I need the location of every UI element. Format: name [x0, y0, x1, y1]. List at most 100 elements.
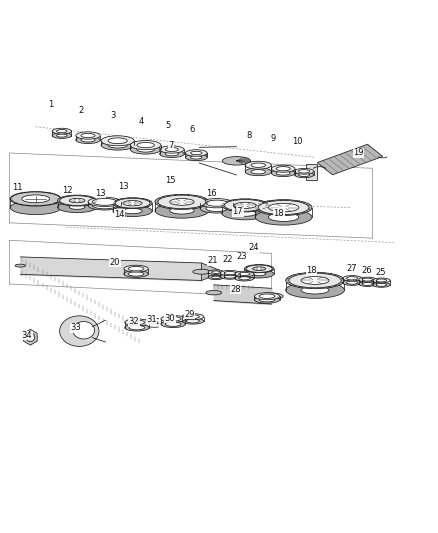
Ellipse shape — [131, 141, 161, 150]
Text: 18: 18 — [306, 266, 317, 276]
Text: 20: 20 — [110, 257, 120, 266]
Ellipse shape — [165, 317, 181, 321]
Ellipse shape — [76, 132, 100, 139]
Circle shape — [312, 272, 318, 278]
Ellipse shape — [212, 271, 220, 273]
Ellipse shape — [245, 161, 272, 169]
Circle shape — [281, 210, 286, 215]
Text: 13: 13 — [118, 182, 128, 191]
Text: 17: 17 — [233, 207, 243, 216]
Ellipse shape — [272, 169, 295, 176]
Ellipse shape — [289, 273, 341, 288]
Ellipse shape — [22, 195, 49, 203]
Text: 26: 26 — [361, 266, 372, 276]
Circle shape — [299, 281, 304, 287]
Ellipse shape — [185, 150, 207, 156]
Text: 2: 2 — [79, 106, 84, 115]
Ellipse shape — [191, 156, 202, 159]
Ellipse shape — [57, 134, 67, 137]
Text: 24: 24 — [249, 243, 259, 252]
Ellipse shape — [251, 169, 265, 174]
Ellipse shape — [206, 205, 228, 212]
Ellipse shape — [222, 207, 268, 220]
Ellipse shape — [131, 145, 161, 154]
Text: 13: 13 — [95, 189, 106, 198]
Text: 10: 10 — [292, 137, 303, 146]
Ellipse shape — [165, 322, 181, 326]
Text: 6: 6 — [189, 125, 194, 134]
Ellipse shape — [301, 286, 329, 294]
Text: 3: 3 — [111, 111, 116, 120]
Ellipse shape — [60, 196, 95, 205]
Ellipse shape — [251, 163, 265, 167]
Ellipse shape — [81, 133, 95, 138]
Ellipse shape — [346, 281, 358, 284]
Ellipse shape — [294, 172, 314, 177]
Ellipse shape — [212, 276, 220, 279]
Ellipse shape — [69, 198, 85, 203]
Text: 12: 12 — [62, 185, 72, 195]
Circle shape — [26, 333, 35, 342]
Ellipse shape — [359, 277, 376, 282]
Circle shape — [331, 278, 336, 283]
Circle shape — [326, 281, 331, 287]
Ellipse shape — [254, 296, 279, 303]
Ellipse shape — [124, 271, 148, 277]
Ellipse shape — [125, 319, 149, 326]
Polygon shape — [201, 263, 221, 280]
Ellipse shape — [159, 150, 184, 158]
Ellipse shape — [129, 320, 145, 325]
Ellipse shape — [253, 267, 266, 271]
Ellipse shape — [254, 293, 279, 300]
Ellipse shape — [286, 272, 344, 289]
Ellipse shape — [88, 201, 121, 210]
Ellipse shape — [235, 271, 254, 277]
Ellipse shape — [286, 282, 344, 298]
Text: 1: 1 — [48, 100, 53, 109]
Text: 25: 25 — [375, 268, 386, 277]
Circle shape — [294, 201, 300, 206]
Ellipse shape — [57, 130, 67, 133]
Ellipse shape — [185, 154, 207, 160]
Ellipse shape — [129, 326, 145, 330]
Ellipse shape — [259, 294, 275, 298]
Ellipse shape — [268, 213, 299, 221]
Ellipse shape — [234, 210, 256, 216]
Text: 18: 18 — [273, 209, 284, 218]
Ellipse shape — [255, 200, 312, 215]
Circle shape — [299, 274, 304, 279]
Ellipse shape — [155, 203, 209, 218]
Ellipse shape — [159, 146, 184, 153]
Ellipse shape — [373, 282, 390, 287]
Ellipse shape — [246, 265, 272, 272]
Ellipse shape — [272, 165, 295, 172]
Text: 11: 11 — [12, 182, 22, 191]
Ellipse shape — [161, 321, 185, 328]
Text: 32: 32 — [128, 318, 139, 326]
Ellipse shape — [92, 198, 117, 205]
Ellipse shape — [376, 279, 387, 282]
Text: 28: 28 — [230, 285, 241, 294]
Polygon shape — [317, 144, 383, 175]
Ellipse shape — [182, 313, 204, 320]
Ellipse shape — [258, 200, 309, 215]
Polygon shape — [24, 329, 37, 345]
Ellipse shape — [128, 266, 144, 271]
Text: 27: 27 — [347, 264, 357, 273]
Ellipse shape — [220, 270, 240, 276]
Ellipse shape — [186, 315, 199, 319]
Ellipse shape — [170, 207, 194, 214]
Ellipse shape — [182, 318, 204, 324]
Ellipse shape — [137, 147, 154, 152]
Ellipse shape — [115, 198, 150, 208]
Text: 33: 33 — [71, 323, 81, 332]
Ellipse shape — [137, 142, 154, 148]
Text: 22: 22 — [223, 255, 233, 264]
Ellipse shape — [57, 195, 97, 206]
Ellipse shape — [193, 269, 210, 274]
Ellipse shape — [92, 202, 117, 209]
Ellipse shape — [220, 274, 240, 279]
Ellipse shape — [186, 319, 199, 323]
Circle shape — [300, 205, 305, 210]
Ellipse shape — [108, 142, 127, 148]
